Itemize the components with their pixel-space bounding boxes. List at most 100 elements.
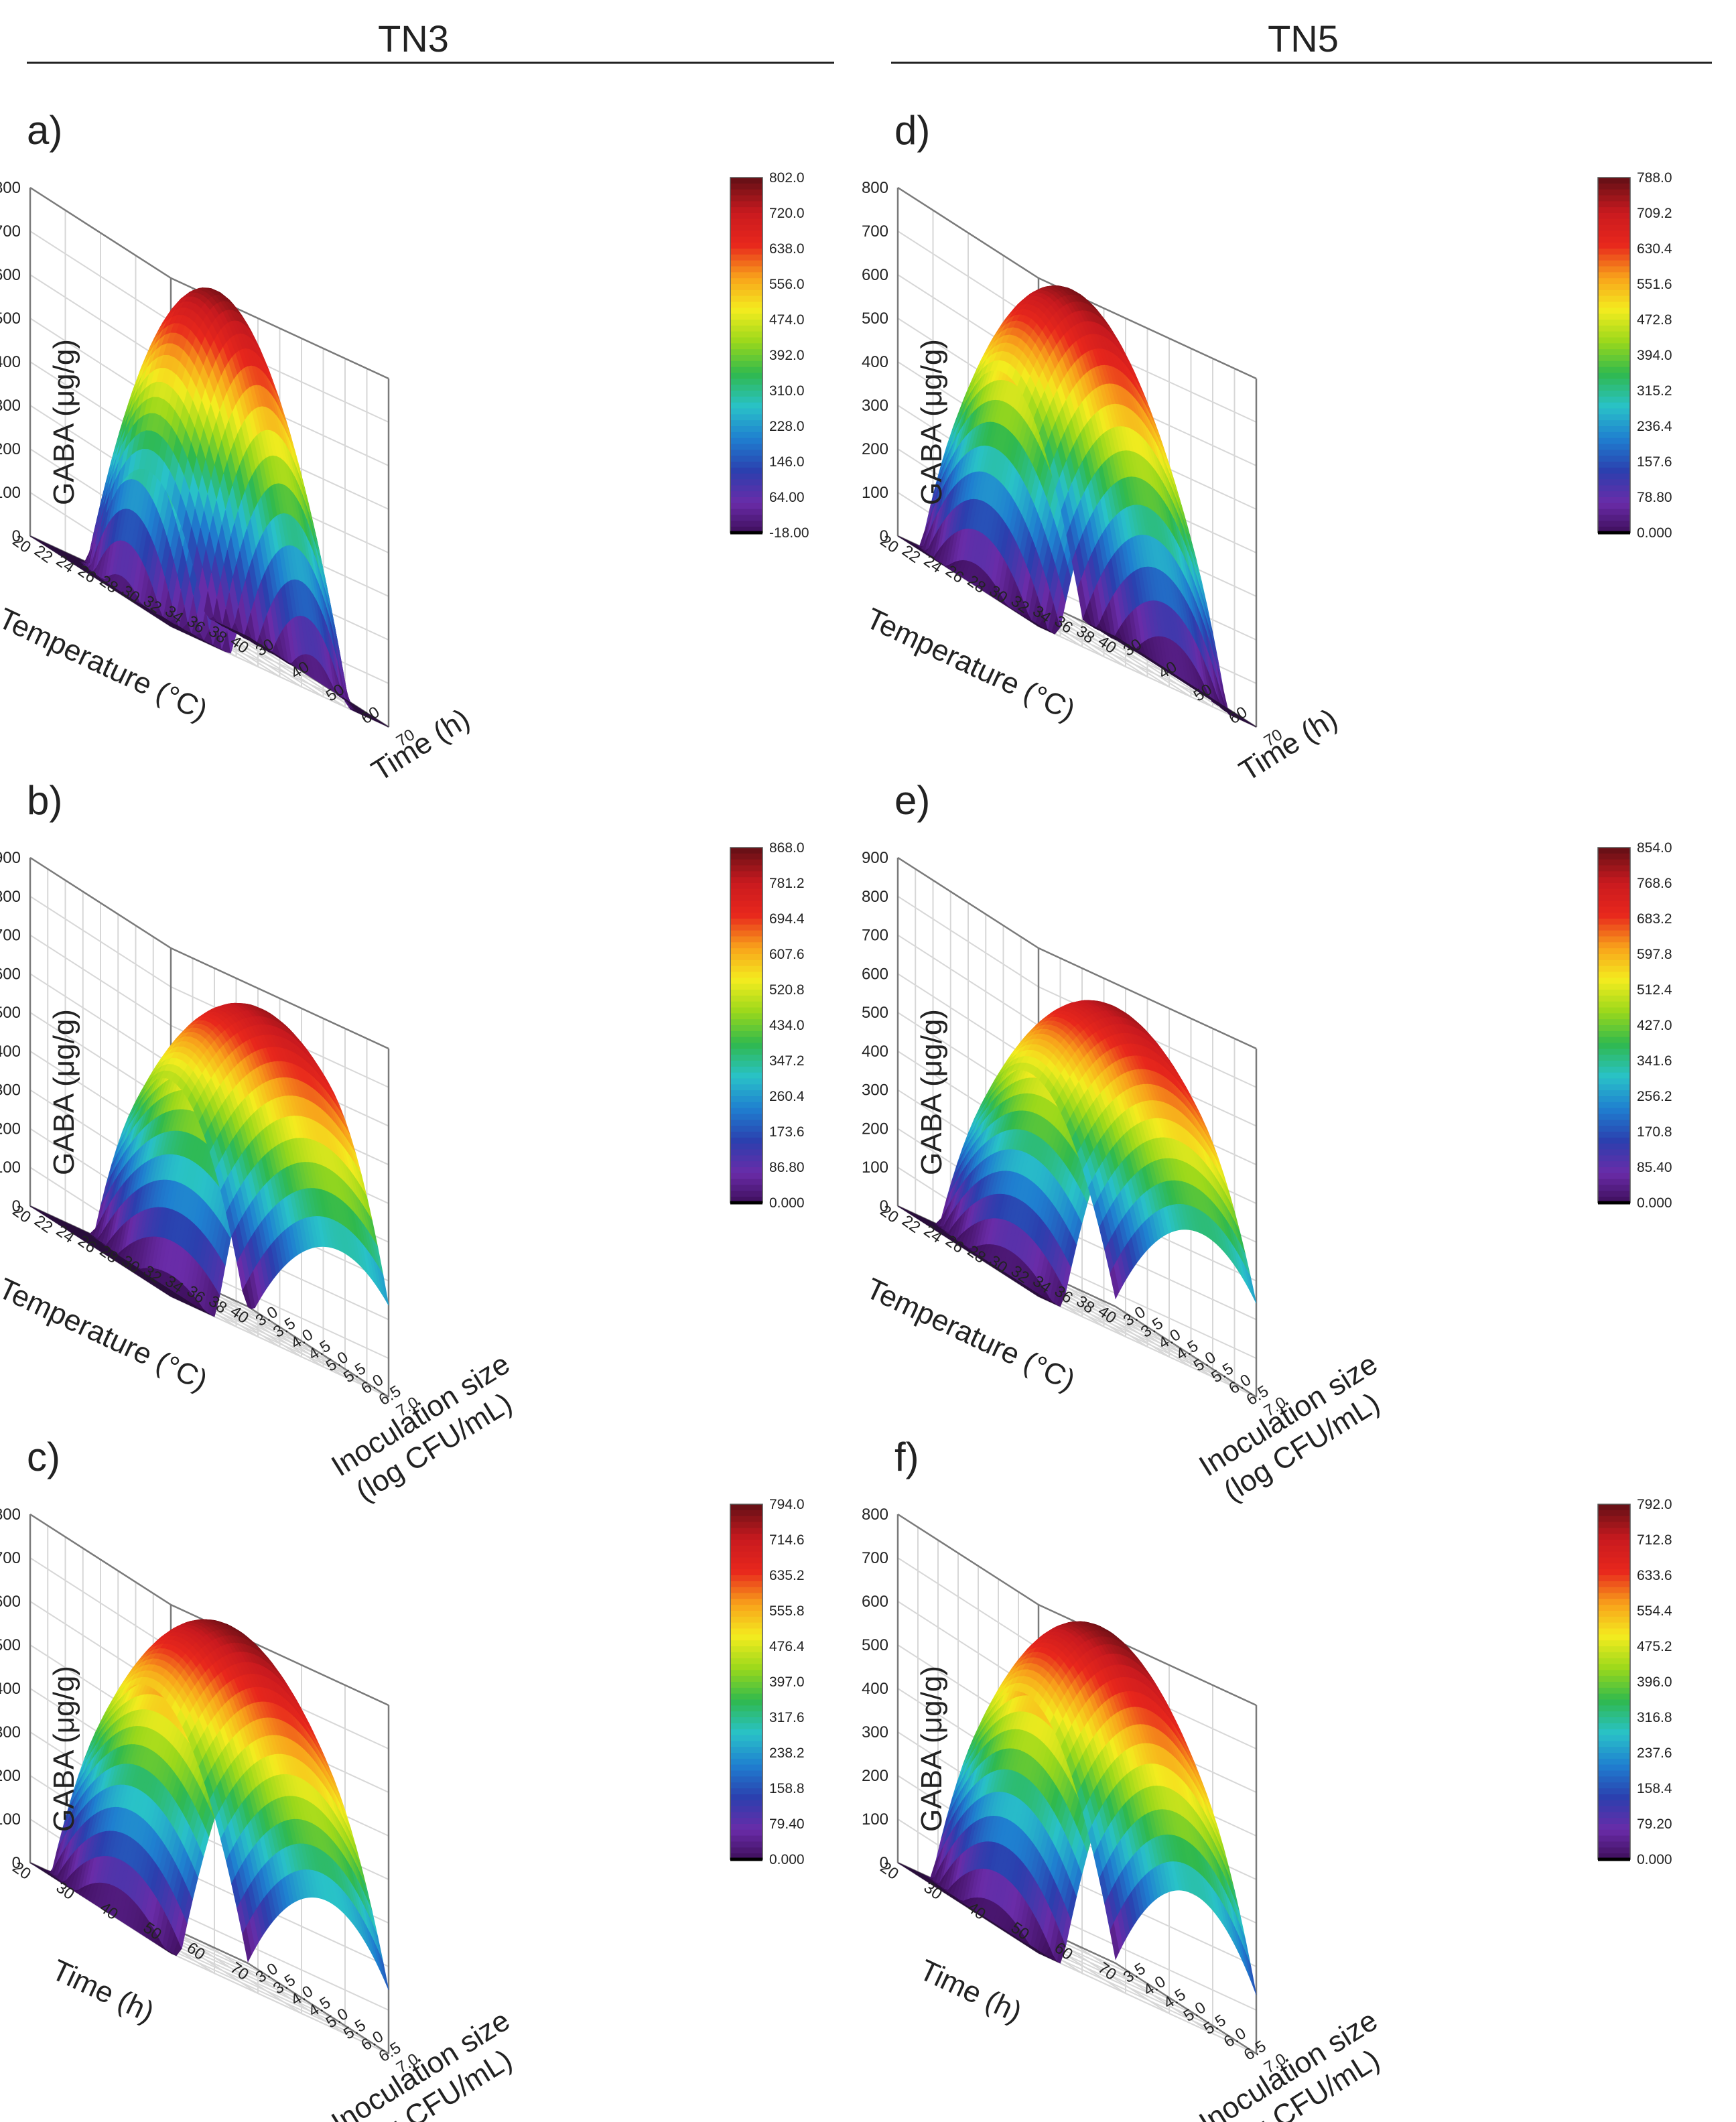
colorbar-segment — [1598, 414, 1630, 421]
colorbar-segment — [730, 189, 762, 196]
colorbar-segment — [730, 207, 762, 214]
colorbar-segment — [730, 485, 762, 492]
colorbar-segment — [730, 497, 762, 504]
colorbar-segment — [730, 450, 762, 457]
colorbar-segment — [1598, 289, 1630, 297]
colorbar-segment — [730, 295, 762, 303]
colorbar-segment — [730, 218, 762, 226]
z-tick-label: 700 — [862, 222, 888, 241]
colorbar-segment — [730, 509, 762, 516]
colorbar-segment — [730, 391, 762, 397]
colorbar-label: 720.0 — [769, 206, 805, 221]
surface-mesh — [29, 1002, 389, 1317]
colorbar-label: 315.2 — [1637, 383, 1672, 399]
colorbar-segment — [1598, 243, 1630, 249]
colorbar-label: 556.0 — [769, 277, 805, 292]
colorbar-segment — [730, 289, 762, 297]
colorbar-label: 228.0 — [769, 419, 805, 434]
colorbar-segment — [1598, 438, 1630, 445]
colorbar-segment — [730, 408, 762, 415]
z-tick-label: 700 — [0, 222, 21, 241]
colorbar-segment — [730, 367, 762, 374]
z-tick-label: 400 — [0, 353, 21, 371]
z-tick-label: 200 — [0, 440, 21, 458]
colorbar-segment — [1598, 178, 1630, 184]
surface-mesh — [29, 287, 389, 728]
colorbar-segment — [1598, 355, 1630, 362]
colorbar-segment — [730, 343, 762, 350]
panel-a: a) 0100200300400500600700800202224262830… — [0, 107, 894, 788]
panel-label: b) — [27, 778, 63, 823]
colorbar-segment — [730, 438, 762, 445]
axis-frame-edge — [29, 856, 172, 949]
z-axis-title: GABA (μg/g) — [915, 339, 948, 505]
y-tick-label: 60 — [1225, 703, 1250, 728]
z-tick-label: 0 — [12, 527, 21, 545]
colorbar-segment — [1598, 509, 1630, 516]
y-axis-title: Time (h) — [1233, 702, 1343, 787]
surface-plot-b: 0100200300400500600700800900202224262830… — [0, 840, 805, 1508]
colorbar-segment — [730, 337, 762, 344]
colorbar-segment — [1598, 331, 1630, 338]
panel-d: d) 0 100 200 300 400 500 600 700 800 20 22 24 26 28 30… — [861, 107, 1736, 788]
colorbar-segment — [1598, 249, 1630, 255]
colorbar-segment — [1598, 379, 1630, 386]
z-tick-label: 300 — [0, 397, 21, 415]
colorbar-label: 0.000 — [1637, 525, 1672, 541]
colorbar-segment — [1598, 230, 1630, 238]
colorbar-segment — [1598, 337, 1630, 344]
z-tick-label: 400 — [862, 353, 888, 371]
colorbar-segment — [730, 473, 762, 480]
colorbar-segment — [730, 349, 762, 356]
colorbar-segment — [730, 178, 762, 184]
colorbar-segment — [730, 426, 762, 433]
colorbar-segment — [730, 314, 762, 320]
colorbar-segment — [730, 266, 762, 273]
colorbar-label: 474.0 — [769, 312, 805, 328]
colorbar-segment — [1598, 426, 1630, 433]
y-axis-title: Time (h) — [366, 702, 475, 787]
colorbar-segment — [1598, 367, 1630, 374]
column-rule-tn3 — [27, 62, 834, 64]
colorbar-segment — [1598, 213, 1630, 220]
colorbar-segment — [1598, 385, 1630, 391]
colorbar-segment — [1598, 272, 1630, 279]
colorbar-segment — [1598, 308, 1630, 315]
colorbar-segment — [1598, 183, 1630, 190]
colorbar-label: 551.6 — [1637, 277, 1672, 292]
colorbar-segment — [730, 308, 762, 315]
colorbar-segment — [730, 491, 762, 498]
colorbar-segment — [1598, 462, 1630, 468]
colorbar-label: 146.0 — [769, 454, 805, 470]
colorbar-segment — [730, 260, 762, 267]
colorbar-segment — [730, 503, 762, 510]
colorbar-segment — [1598, 343, 1630, 350]
colorbar-segment — [730, 237, 762, 244]
colorbar-segment — [1598, 360, 1630, 368]
colorbar-segment — [730, 521, 762, 528]
colorbar-segment — [730, 527, 762, 533]
colorbar-segment — [1598, 408, 1630, 415]
colorbar-segment — [730, 385, 762, 391]
colorbar-segment — [1598, 320, 1630, 326]
colorbar-label: 78.80 — [1637, 490, 1672, 505]
colorbar-segment — [730, 462, 762, 468]
colorbar-segment — [1598, 515, 1630, 522]
colorbar-label: -18.00 — [769, 525, 809, 541]
column-rule-tn5 — [891, 62, 1712, 64]
colorbar-segment — [730, 414, 762, 421]
colorbar-label: 394.0 — [1637, 348, 1672, 363]
colorbar-segment — [1598, 189, 1630, 196]
surface-mesh — [897, 285, 1257, 728]
colorbar-segment — [1598, 467, 1630, 474]
colorbar-label: 392.0 — [769, 348, 805, 363]
colorbar-segment — [1598, 373, 1630, 380]
colorbar-segment — [1598, 295, 1630, 303]
colorbar-segment — [1598, 479, 1630, 486]
colorbar: 802.0720.0638.0556.0474.0392.0310.0228.0… — [730, 170, 809, 541]
colorbar-segment — [1598, 456, 1630, 462]
colorbar-segment — [1598, 284, 1630, 291]
colorbar-segment — [730, 420, 762, 427]
colorbar-segment — [730, 302, 762, 309]
colorbar-segment — [1598, 218, 1630, 226]
